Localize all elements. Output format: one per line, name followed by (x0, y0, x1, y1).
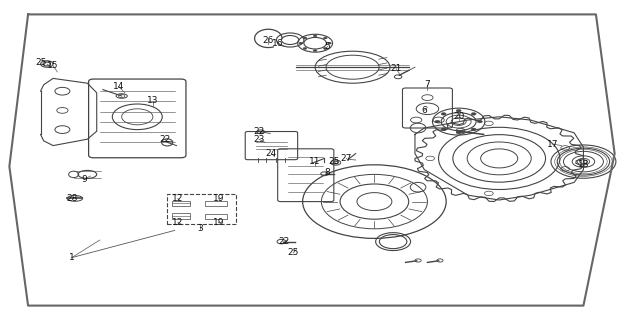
Circle shape (456, 131, 461, 134)
Circle shape (435, 120, 440, 123)
Text: 16: 16 (272, 39, 283, 48)
Text: 18: 18 (578, 160, 589, 169)
Bar (172, 201, 190, 206)
Circle shape (441, 113, 446, 115)
Circle shape (471, 128, 476, 131)
Text: 25: 25 (328, 157, 339, 166)
Text: 11: 11 (310, 157, 321, 166)
Circle shape (313, 35, 317, 37)
Text: 6: 6 (421, 106, 427, 115)
Circle shape (328, 42, 331, 44)
Bar (205, 201, 227, 206)
Text: 27: 27 (341, 154, 352, 163)
Circle shape (477, 120, 482, 123)
Circle shape (441, 128, 446, 131)
Text: 5: 5 (324, 42, 331, 51)
Circle shape (303, 37, 307, 39)
Text: 19: 19 (213, 194, 224, 203)
Text: 12: 12 (172, 194, 183, 203)
Text: 26: 26 (263, 36, 274, 44)
Text: 1: 1 (69, 253, 75, 262)
Text: 9: 9 (81, 175, 87, 184)
Text: 28: 28 (66, 194, 77, 203)
Circle shape (303, 47, 307, 49)
Circle shape (313, 50, 317, 52)
Text: 7: 7 (424, 80, 431, 89)
Bar (205, 214, 227, 219)
Text: 22: 22 (278, 237, 290, 246)
Text: 19: 19 (213, 218, 224, 227)
Text: 13: 13 (147, 96, 158, 105)
Text: 25: 25 (35, 58, 46, 67)
Text: 24: 24 (266, 149, 277, 158)
Text: 14: 14 (113, 82, 124, 91)
Circle shape (456, 109, 461, 112)
Text: 23: 23 (253, 135, 265, 144)
Bar (172, 213, 190, 219)
Circle shape (299, 42, 303, 44)
Text: 22: 22 (253, 127, 265, 136)
Text: 8: 8 (324, 168, 331, 177)
Text: 20: 20 (453, 112, 464, 121)
Bar (167, 194, 236, 224)
Text: 22: 22 (160, 135, 171, 144)
Circle shape (323, 37, 327, 39)
Text: 21: 21 (391, 64, 402, 73)
Text: 12: 12 (172, 218, 183, 227)
Text: 25: 25 (288, 248, 299, 257)
Text: 17: 17 (547, 140, 558, 148)
Circle shape (323, 47, 327, 49)
Text: 3: 3 (197, 224, 203, 233)
Text: 15: 15 (47, 61, 59, 70)
Circle shape (471, 113, 476, 115)
